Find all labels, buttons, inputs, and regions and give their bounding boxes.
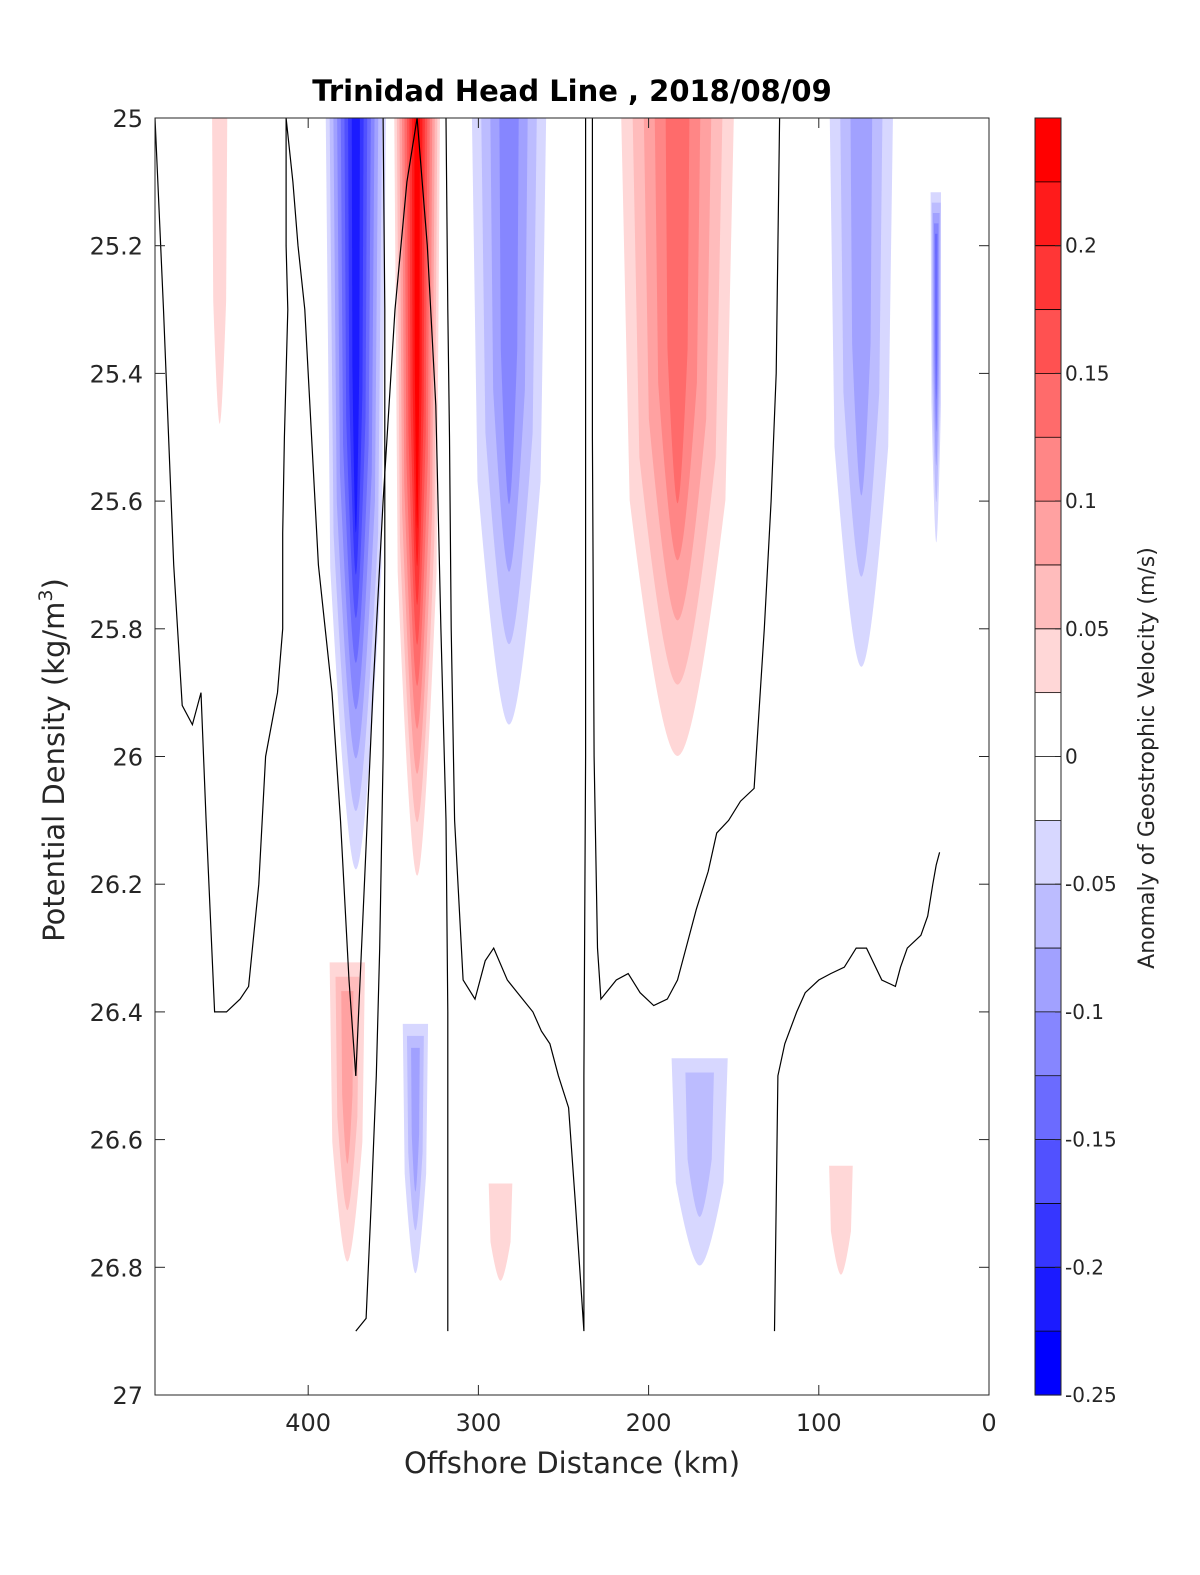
contour-band-3-5 (665, 118, 690, 504)
contour-band-0-8 (351, 118, 360, 533)
contour-band-5-5 (935, 233, 938, 400)
colorbar-segment (1035, 1203, 1061, 1268)
contour-band-8-3 (341, 991, 354, 1164)
y-tick-label: 25.6 (90, 488, 143, 516)
x-axis: 400 300 200 100 0 (285, 118, 997, 1437)
y-tick-label: 26.6 (90, 1127, 143, 1155)
contour-band-12-1 (829, 1165, 853, 1275)
y-axis: 25 25.2 25.4 25.6 25.8 26 26.2 26.4 26.6 26.8 27 (90, 105, 989, 1410)
y-axis-label-main: Potential Density (kg/m (37, 602, 71, 942)
colorbar-segment (1035, 1075, 1061, 1141)
zero-contour-4 (591, 118, 781, 1007)
colorbar-tick-label: 0.05 (1065, 617, 1110, 641)
x-tick-label: 400 (285, 1409, 331, 1437)
contour-band-9-3 (411, 1047, 420, 1192)
colorbar-segment (1035, 1331, 1061, 1396)
chart-title: Trinidad Head Line , 2018/08/09 (312, 74, 832, 108)
zero-contour-1 (355, 118, 449, 1332)
y-tick-label: 25 (112, 105, 143, 133)
y-tick-label: 26 (112, 744, 143, 772)
colorbar-tick-label: -0.05 (1065, 872, 1117, 896)
colorbar-segment (1035, 948, 1061, 1013)
colorbar-segment (1035, 820, 1061, 885)
x-tick-label: 100 (796, 1409, 842, 1437)
colorbar-segment (1035, 756, 1061, 821)
zero-contour-0 (155, 118, 357, 1076)
zero-contour-3 (445, 118, 587, 1332)
x-tick-label: 200 (626, 1409, 672, 1437)
colorbar: 0.2 0.15 0.1 0.05 0 -0.05 -0.1 -0.15 -0.2 -0.25 (1034, 117, 1117, 1407)
x-tick-label: 0 (981, 1409, 996, 1437)
colorbar-segment (1035, 1139, 1061, 1205)
colorbar-segment (1035, 884, 1061, 949)
x-tick-label: 300 (455, 1409, 501, 1437)
y-tick-label: 27 (112, 1382, 143, 1410)
colorbar-tick-label: 0.15 (1065, 361, 1110, 385)
colorbar-segment (1035, 245, 1061, 311)
colorbar-tick-label: -0.1 (1065, 1000, 1104, 1024)
y-tick-label: 25.8 (90, 616, 143, 644)
contour-band-10-1 (488, 1183, 513, 1281)
colorbar-tick-label: 0.1 (1065, 489, 1097, 513)
colorbar-label: Anomaly of Geostrophic Velocity (m/s) (1135, 547, 1160, 969)
y-tick-label: 26.2 (90, 871, 143, 899)
colorbar-segment (1035, 628, 1061, 694)
contour-band-6-1 (212, 118, 228, 424)
colorbar-tick-label: 0.2 (1065, 234, 1097, 258)
y-tick-label: 25.2 (90, 233, 143, 261)
colorbar-segment (1035, 501, 1061, 566)
contour-band-1-9 (414, 118, 420, 529)
contour-band-11-2 (685, 1072, 714, 1217)
colorbar-tick-label: -0.2 (1065, 1255, 1104, 1279)
y-tick-label: 26.8 (90, 1254, 143, 1282)
zero-contour-lines (155, 118, 941, 1332)
colorbar-segment (1035, 1011, 1061, 1077)
y-axis-label-close: ) (37, 578, 71, 589)
colorbar-tick-label: 0 (1065, 745, 1078, 769)
y-tick-label: 25.4 (90, 360, 143, 388)
y-axis-label: Potential Density (kg/m3) (35, 578, 71, 942)
zero-contour-5 (773, 852, 941, 1332)
y-axis-label-superscript: 3 (35, 589, 57, 601)
colorbar-segment (1035, 564, 1061, 630)
colorbar-tick-label: -0.15 (1065, 1128, 1117, 1152)
colorbar-segment (1035, 118, 1061, 183)
colorbar-segment (1035, 181, 1061, 247)
colorbar-segment (1035, 437, 1061, 502)
zero-contour-2 (355, 118, 386, 1332)
x-axis-label: Offshore Distance (km) (404, 1446, 740, 1480)
colorbar-tick-label: -0.25 (1065, 1383, 1117, 1407)
colorbar-segment (1035, 373, 1061, 438)
y-tick-label: 26.4 (90, 999, 143, 1027)
colorbar-segment (1035, 309, 1061, 374)
velocity-contour-fill (212, 118, 941, 1281)
colorbar-segment (1035, 692, 1061, 758)
contour-band-2-4 (499, 118, 519, 505)
contour-band-4-3 (850, 118, 873, 496)
colorbar-segment (1035, 1267, 1061, 1332)
